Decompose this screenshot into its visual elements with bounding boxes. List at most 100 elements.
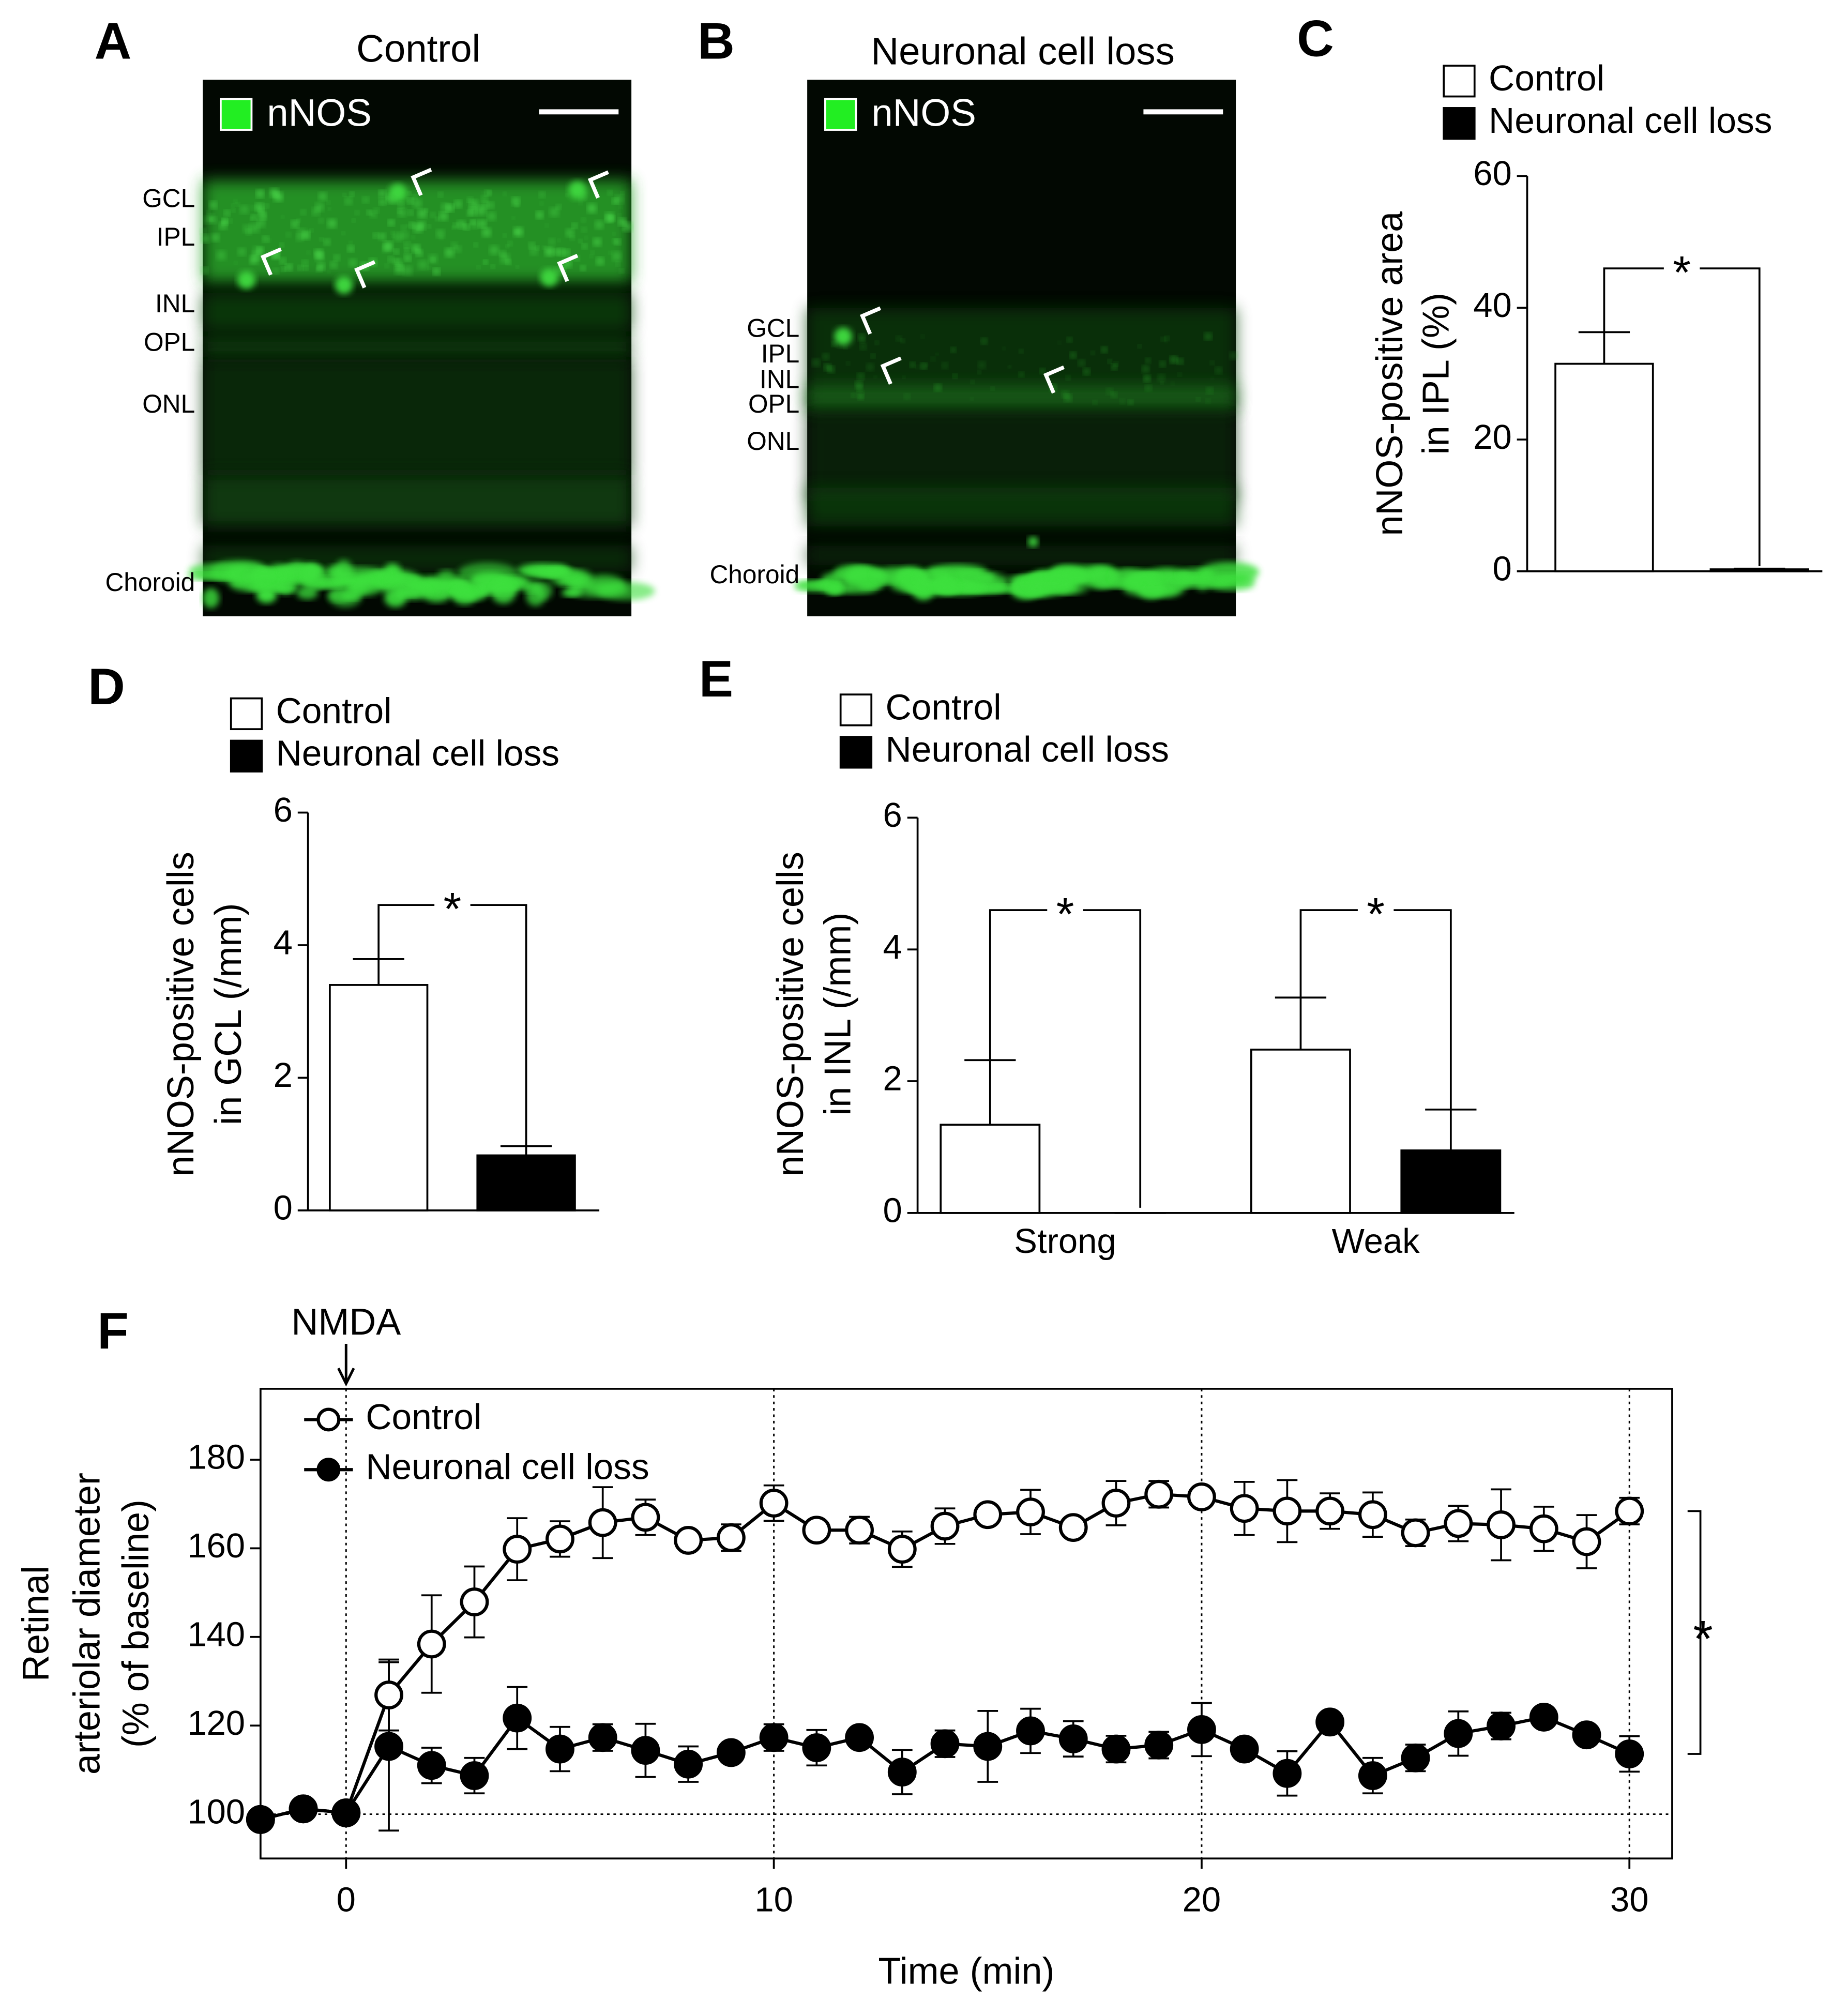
marker	[546, 1734, 574, 1764]
fiber	[417, 221, 426, 230]
fiber	[1083, 368, 1090, 375]
marker	[674, 1749, 703, 1779]
fiber	[1003, 347, 1006, 350]
fiber	[1114, 361, 1118, 367]
fiber	[327, 270, 330, 274]
fiber	[904, 393, 910, 400]
fiber	[396, 263, 403, 270]
fiber	[468, 207, 477, 216]
fiber	[477, 206, 486, 215]
fiber	[1204, 333, 1212, 340]
fiber	[327, 219, 337, 228]
fiber	[596, 257, 604, 265]
layer-label: GCL	[747, 313, 799, 342]
fiber	[319, 192, 327, 201]
plot-frame	[259, 1388, 1673, 1860]
fiber	[233, 199, 237, 204]
fiber	[470, 220, 479, 229]
y-tick-label: 120	[187, 1704, 245, 1743]
fiber	[549, 238, 555, 245]
fiber	[563, 249, 570, 256]
fiber	[379, 190, 386, 197]
fiber	[977, 370, 981, 374]
fiber	[430, 213, 435, 218]
fiber	[843, 345, 847, 350]
fiber	[503, 192, 507, 196]
legend-label: Control	[1489, 58, 1604, 98]
panel-title: Control	[356, 27, 480, 70]
fiber	[273, 268, 279, 274]
fiber	[535, 246, 539, 250]
fiber	[243, 225, 251, 233]
fiber	[251, 215, 257, 220]
fiber	[401, 232, 408, 239]
legend-swatch	[230, 739, 263, 773]
fiber	[902, 375, 905, 379]
fiber	[466, 199, 470, 203]
x-tick-label: Strong	[1014, 1222, 1116, 1261]
tissue-layer	[807, 411, 1236, 501]
legend-swatch	[1443, 65, 1476, 98]
fiber	[860, 343, 867, 350]
fiber	[330, 262, 337, 268]
star-backing	[434, 892, 471, 918]
arrowhead	[411, 168, 432, 196]
panel-letter: C	[1297, 10, 1334, 68]
fiber	[831, 341, 837, 346]
fiber	[231, 204, 235, 207]
fiber	[355, 210, 359, 215]
fiber	[262, 236, 269, 242]
fiber	[620, 191, 624, 195]
layer-label: Choroid	[105, 568, 195, 597]
fiber	[612, 232, 616, 235]
fiber	[404, 254, 411, 261]
marker	[1273, 1496, 1302, 1526]
fiber	[622, 228, 625, 231]
fiber	[1107, 388, 1113, 395]
arrowhead	[260, 247, 282, 276]
fiber	[851, 393, 856, 398]
stain-label: nNOS	[267, 91, 372, 134]
marker	[1401, 1518, 1430, 1548]
fiber	[557, 248, 565, 256]
fiber	[1101, 346, 1108, 353]
choroid-vessel	[1170, 578, 1232, 588]
panel-title: Neuronal cell loss	[871, 29, 1175, 72]
fiber	[925, 364, 928, 367]
fiber	[391, 235, 395, 238]
marker	[1615, 1496, 1644, 1526]
legend-swatch	[1443, 107, 1476, 140]
marker	[1187, 1715, 1216, 1744]
star-backing	[1357, 897, 1394, 923]
fiber	[1164, 336, 1169, 341]
y-tick-label: 0	[883, 1191, 902, 1230]
marker	[845, 1723, 874, 1752]
fiber	[942, 362, 948, 369]
fiber	[1111, 392, 1117, 398]
fiber	[482, 192, 485, 195]
fiber	[1091, 351, 1095, 355]
fiber	[857, 373, 864, 380]
marker	[759, 1723, 789, 1752]
star-backing	[1047, 897, 1083, 923]
fiber	[279, 243, 284, 247]
fiber	[477, 266, 480, 269]
fiber	[491, 265, 495, 269]
y-axis-label: in INL (/mm)	[817, 913, 859, 1116]
fiber	[1171, 382, 1175, 385]
fiber	[316, 266, 322, 272]
fiber	[452, 226, 456, 230]
choroid-vessel	[872, 567, 924, 583]
marker	[1615, 1739, 1644, 1768]
marker	[374, 1680, 403, 1709]
fiber	[341, 232, 345, 235]
fiber	[1008, 366, 1011, 369]
fiber	[209, 218, 213, 222]
fiber	[398, 202, 404, 208]
marker	[1058, 1724, 1088, 1753]
fiber	[231, 208, 235, 213]
marker	[1358, 1500, 1387, 1530]
fiber	[435, 217, 440, 221]
fiber	[418, 209, 427, 218]
fiber	[488, 202, 494, 208]
